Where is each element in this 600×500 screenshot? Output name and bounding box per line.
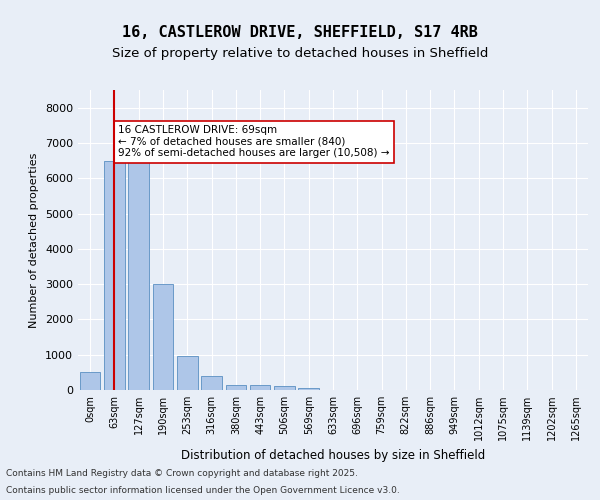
Text: Contains HM Land Registry data © Crown copyright and database right 2025.: Contains HM Land Registry data © Crown c… <box>6 468 358 477</box>
Text: 16 CASTLEROW DRIVE: 69sqm
← 7% of detached houses are smaller (840)
92% of semi-: 16 CASTLEROW DRIVE: 69sqm ← 7% of detach… <box>118 126 389 158</box>
Text: 16, CASTLEROW DRIVE, SHEFFIELD, S17 4RB: 16, CASTLEROW DRIVE, SHEFFIELD, S17 4RB <box>122 25 478 40</box>
Bar <box>152 284 173 390</box>
Bar <box>250 384 271 390</box>
Bar <box>298 388 319 390</box>
Bar <box>128 162 149 390</box>
Bar <box>226 384 246 390</box>
Bar <box>177 356 197 390</box>
X-axis label: Distribution of detached houses by size in Sheffield: Distribution of detached houses by size … <box>181 448 485 462</box>
Bar <box>80 372 100 390</box>
Y-axis label: Number of detached properties: Number of detached properties <box>29 152 40 328</box>
Bar <box>201 376 222 390</box>
Text: Contains public sector information licensed under the Open Government Licence v3: Contains public sector information licen… <box>6 486 400 495</box>
Text: Size of property relative to detached houses in Sheffield: Size of property relative to detached ho… <box>112 48 488 60</box>
Bar <box>104 160 125 390</box>
Bar <box>274 386 295 390</box>
